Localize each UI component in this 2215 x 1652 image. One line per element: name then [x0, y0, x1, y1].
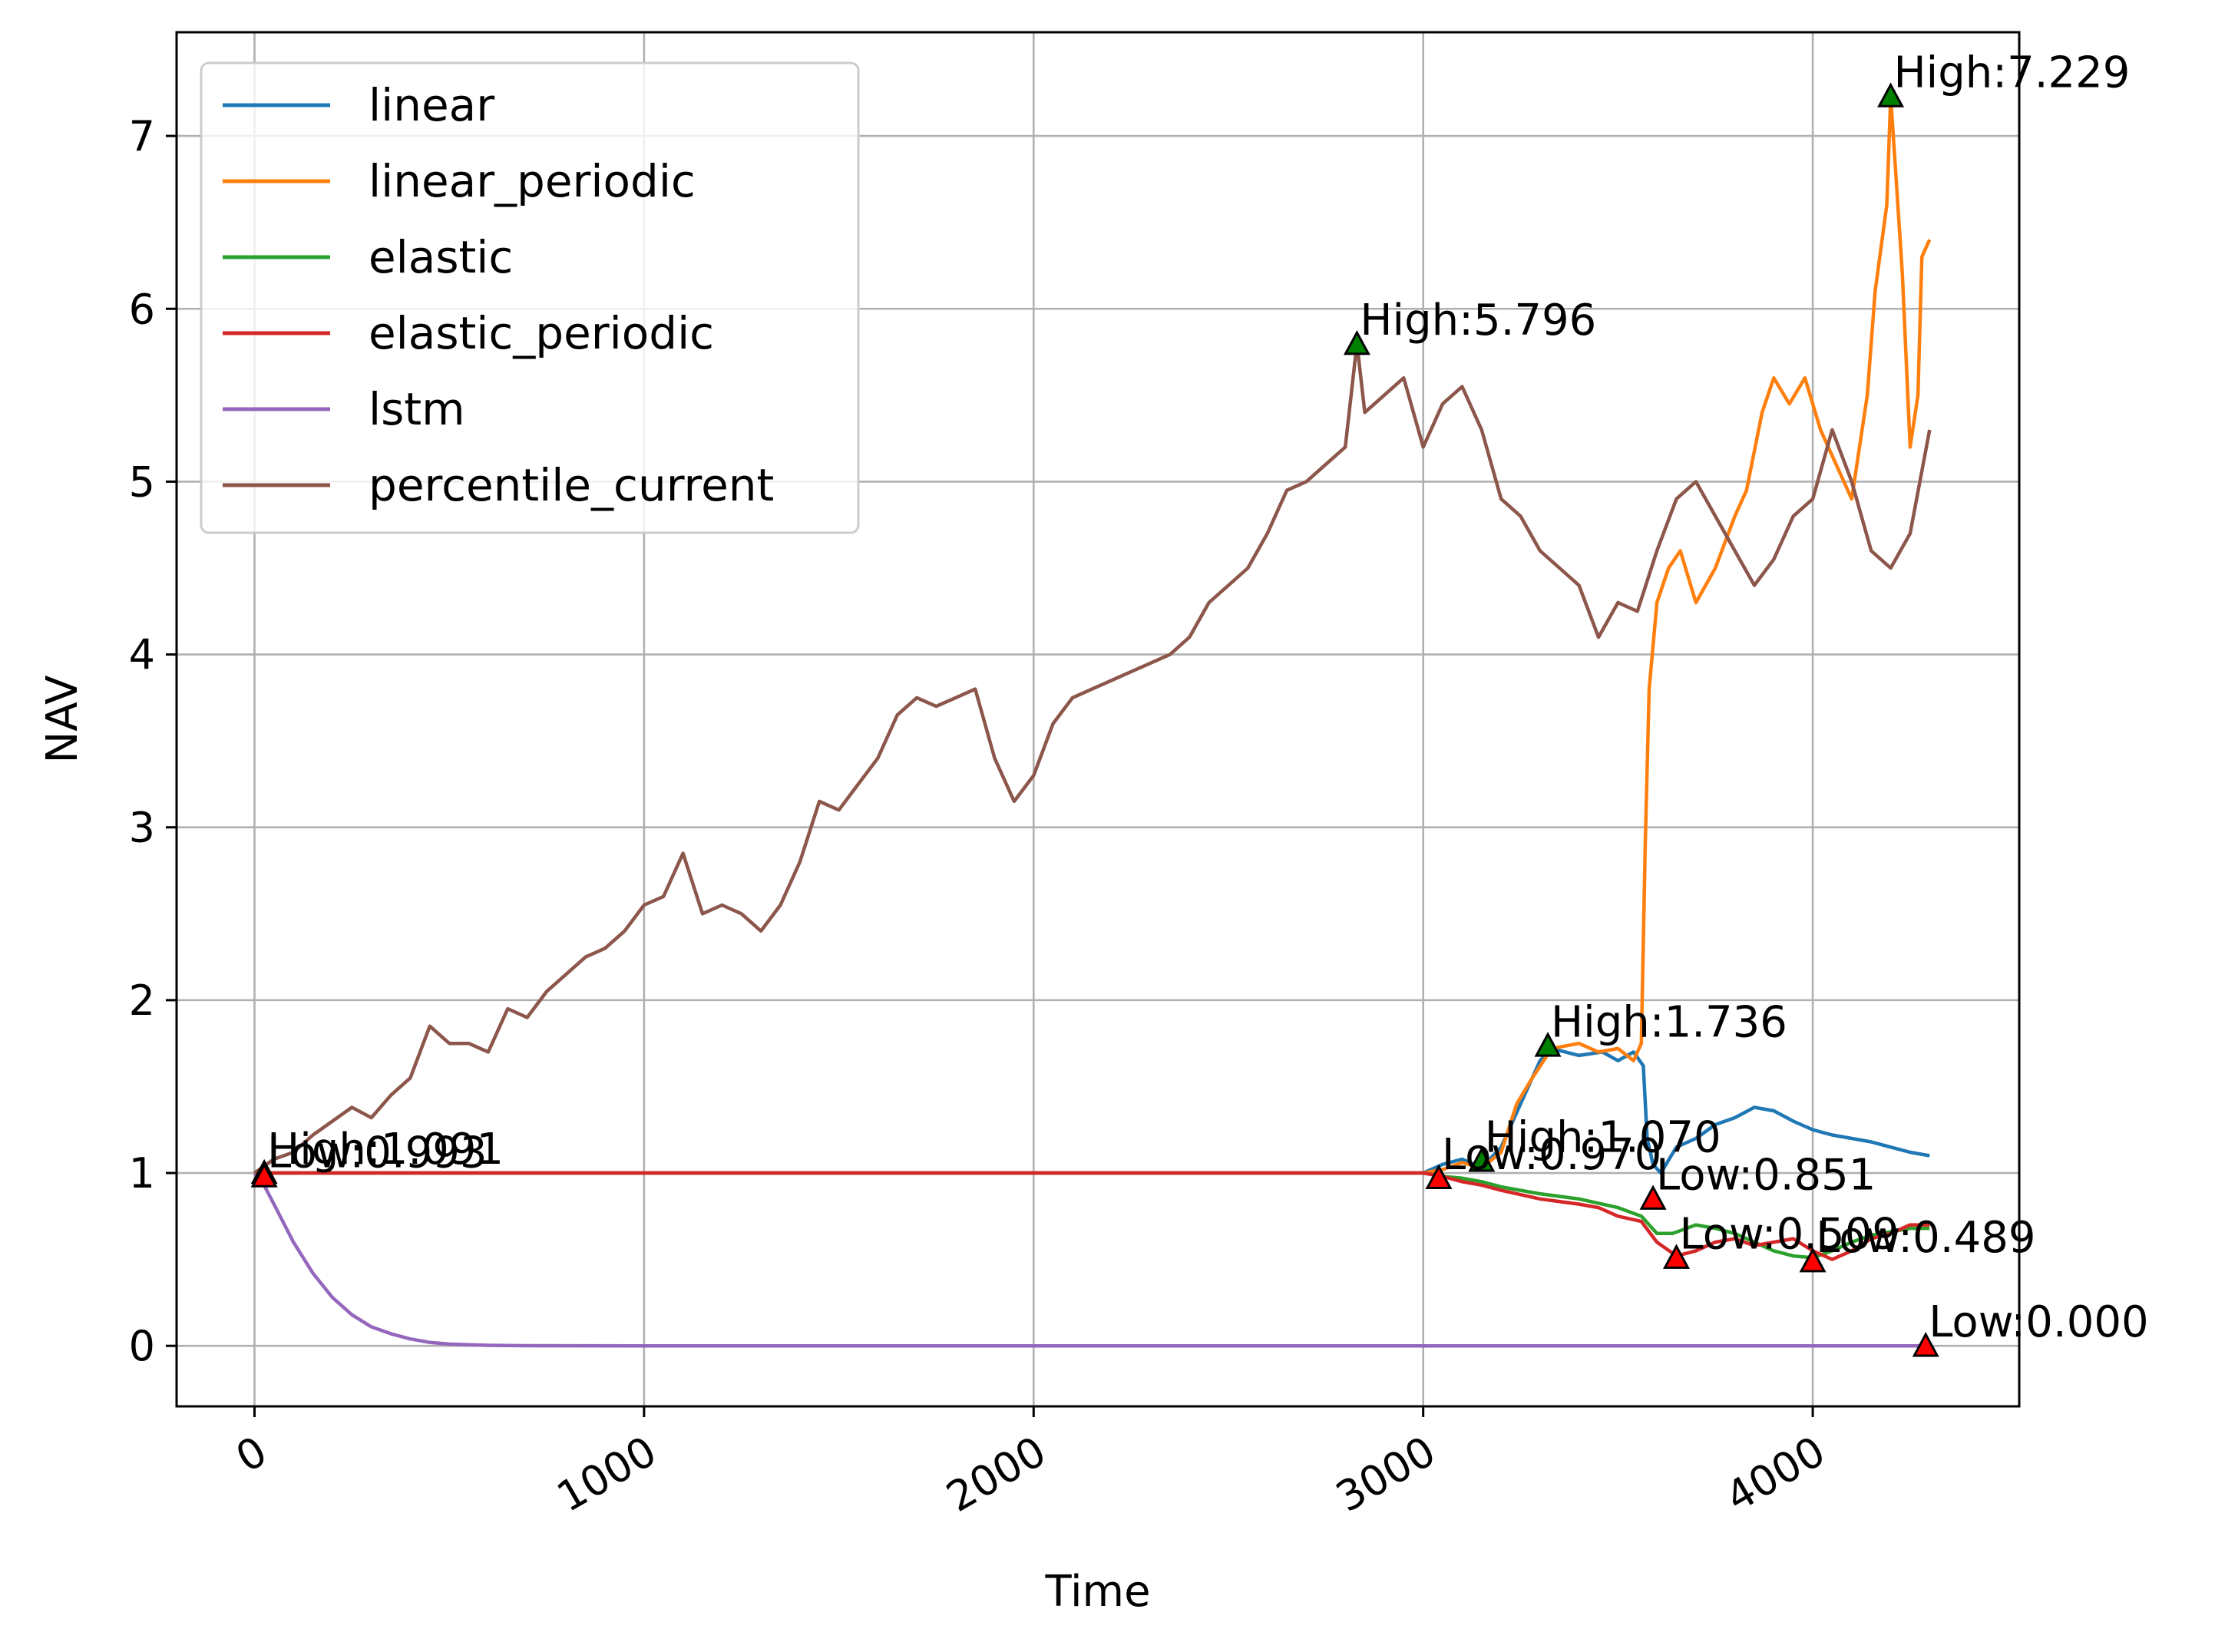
legend-label: elastic_periodic [369, 307, 714, 359]
annotation-label: Low:0.993 [267, 1128, 487, 1178]
series-line-lstm [253, 1171, 1930, 1348]
legend-label: percentile_current [369, 459, 774, 511]
legend-box [200, 61, 860, 534]
legend-label: lstm [369, 383, 465, 435]
annotation-label: High:7.229 [1894, 48, 2131, 98]
series-line-elastic-periodic [254, 1171, 1930, 1261]
high-marker [1534, 1032, 1562, 1057]
low-marker [1639, 1184, 1667, 1210]
annotation-label: High:1.070 [1485, 1112, 1721, 1162]
y-tick-label: 1 [129, 1149, 155, 1198]
y-tick-label: 7 [129, 112, 155, 160]
annotation-label: High:1.091 [267, 1125, 504, 1175]
low-marker [1662, 1244, 1691, 1269]
high-marker [1468, 1147, 1496, 1172]
y-tick-label: 2 [129, 976, 155, 1025]
high-marker [1343, 330, 1370, 355]
annotation-label: Low:0.489 [1816, 1213, 2035, 1263]
low-marker [1912, 1332, 1939, 1357]
series-line-linear-periodic [254, 94, 1932, 1175]
legend-label: linear [369, 79, 494, 131]
legend-label: linear_periodic [369, 155, 696, 207]
high-marker [1877, 82, 1905, 107]
annotation-label: High:1.736 [1551, 997, 1787, 1047]
annotation-label: Low:0.970 [1442, 1130, 1661, 1180]
low-marker [1799, 1247, 1827, 1273]
annotation-label: Low:0.509 [1679, 1210, 1899, 1260]
axes-frame [175, 31, 2021, 1408]
y-tick-label: 0 [129, 1322, 155, 1370]
y-tick-label: 4 [129, 631, 155, 679]
y-axis-label: NAV [38, 676, 88, 764]
series-line-elastic [254, 1171, 1930, 1260]
legend-label: elastic [369, 231, 513, 283]
annotation-label: Low:0.000 [1929, 1297, 2148, 1347]
series-group [253, 94, 1932, 1348]
x-axis-label: Time [1044, 1567, 1150, 1617]
y-tick-label: 3 [129, 804, 155, 852]
low-marker [1425, 1164, 1453, 1190]
y-tick-label: 6 [129, 285, 155, 333]
annotation-label: Low:0.851 [1656, 1151, 1876, 1201]
low-marker [250, 1162, 278, 1188]
series-line-percentile-current [253, 342, 1932, 1175]
y-tick-label: 5 [129, 458, 155, 506]
annotation-label: High:5.796 [1360, 296, 1596, 345]
